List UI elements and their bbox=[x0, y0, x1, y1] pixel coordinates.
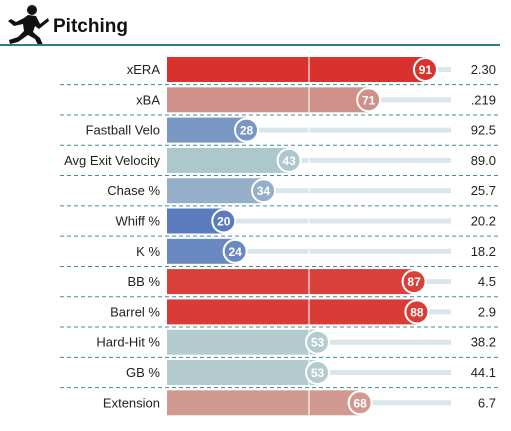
percentile-bar bbox=[167, 178, 264, 204]
pitcher-icon bbox=[8, 5, 49, 45]
percentile-label: 91 bbox=[419, 63, 433, 77]
metric-label: Barrel % bbox=[110, 304, 160, 319]
percentile-bar bbox=[167, 147, 290, 173]
metric-value: 89.0 bbox=[471, 153, 496, 168]
percentile-bar bbox=[167, 390, 361, 416]
percentile-track bbox=[246, 127, 451, 133]
percentile-bar bbox=[167, 57, 426, 82]
percentile-badge bbox=[251, 178, 277, 204]
percentile-track bbox=[223, 218, 451, 224]
metric-value: 20.2 bbox=[471, 214, 496, 229]
percentile-label: 34 bbox=[257, 184, 271, 198]
percentile-badge bbox=[305, 360, 331, 385]
percentile-label: 43 bbox=[282, 154, 296, 168]
percentile-label: 53 bbox=[311, 366, 325, 380]
metric-label: Chase % bbox=[107, 183, 160, 198]
metric-value: 38.2 bbox=[471, 335, 496, 350]
percentile-badge bbox=[276, 147, 302, 173]
metric-value: 6.7 bbox=[478, 395, 496, 410]
percentile-label: 71 bbox=[362, 93, 376, 107]
percentile-track bbox=[235, 248, 451, 254]
percentile-label: 20 bbox=[217, 215, 231, 229]
percentile-track bbox=[289, 157, 451, 163]
section-title: Pitching bbox=[53, 16, 128, 37]
metric-value: .219 bbox=[471, 92, 496, 107]
metric-label: K % bbox=[136, 244, 160, 259]
percentile-bar bbox=[167, 269, 415, 295]
percentile-track bbox=[416, 309, 451, 315]
percentile-label: 28 bbox=[240, 124, 254, 138]
metric-value: 2.30 bbox=[471, 62, 496, 77]
metric-value: 25.7 bbox=[471, 183, 496, 198]
percentile-label: 68 bbox=[353, 396, 367, 410]
percentile-badge bbox=[211, 208, 237, 234]
metric-value: 44.1 bbox=[471, 365, 496, 380]
metric-value: 92.5 bbox=[471, 123, 496, 138]
percentile-bar bbox=[167, 329, 318, 355]
percentile-track bbox=[368, 97, 451, 103]
percentile-track bbox=[263, 188, 451, 194]
metric-label: xBA bbox=[136, 92, 160, 107]
percentile-badge bbox=[404, 299, 430, 325]
percentile-bar bbox=[167, 87, 369, 113]
percentile-badge bbox=[234, 117, 260, 143]
percentile-badge bbox=[412, 57, 438, 82]
metric-value: 2.9 bbox=[478, 304, 496, 319]
metric-label: BB % bbox=[127, 274, 160, 289]
percentile-badge bbox=[305, 329, 331, 355]
percentile-label: 24 bbox=[228, 245, 242, 259]
percentile-label: 88 bbox=[410, 305, 424, 319]
metric-label: Whiff % bbox=[115, 214, 160, 229]
percentile-badge bbox=[401, 269, 427, 295]
metric-value: 4.5 bbox=[478, 274, 496, 289]
percentile-track bbox=[425, 67, 451, 72]
metric-label: xERA bbox=[127, 62, 161, 77]
percentile-label: 87 bbox=[407, 275, 421, 289]
percentile-label: 53 bbox=[311, 336, 325, 350]
percentile-track bbox=[360, 400, 451, 406]
metric-label: GB % bbox=[126, 365, 160, 380]
header-rule bbox=[0, 44, 500, 46]
percentile-bar bbox=[167, 360, 318, 385]
percentile-bar bbox=[167, 299, 417, 325]
metric-label: Fastball Velo bbox=[86, 123, 160, 138]
percentile-badge bbox=[222, 238, 248, 264]
metric-value: 18.2 bbox=[471, 244, 496, 259]
percentile-track bbox=[317, 370, 451, 375]
percentile-track bbox=[414, 279, 451, 285]
percentile-bar bbox=[167, 117, 247, 143]
percentile-track bbox=[317, 339, 451, 345]
percentile-badge bbox=[356, 87, 382, 113]
metric-label: Avg Exit Velocity bbox=[64, 153, 160, 168]
metric-label: Hard-Hit % bbox=[96, 335, 160, 350]
metric-label: Extension bbox=[103, 395, 160, 410]
percentile-badge bbox=[347, 390, 373, 416]
